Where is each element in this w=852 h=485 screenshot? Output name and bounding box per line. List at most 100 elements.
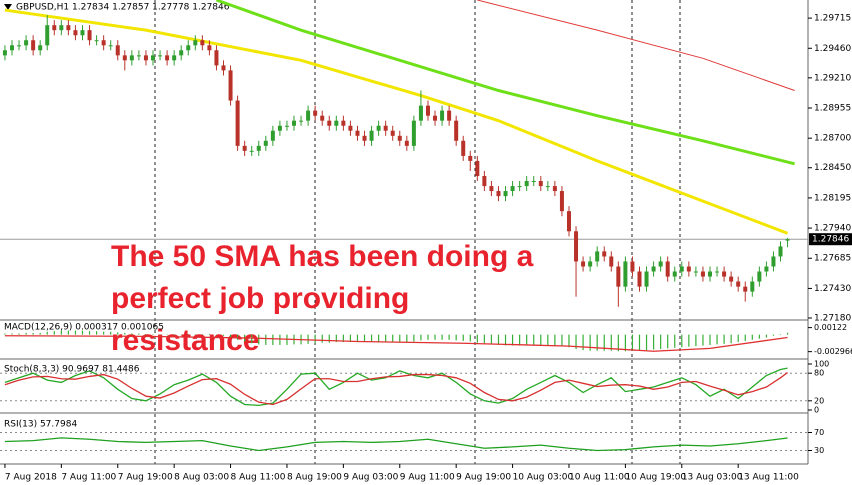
histogram-bar: [483, 334, 485, 344]
candle-body: [729, 276, 734, 282]
histogram-bar: [187, 334, 189, 335]
histogram-bar: [378, 334, 380, 343]
histogram-bar: [547, 334, 549, 346]
indicator-line: [4, 437, 788, 452]
histogram-bar: [631, 334, 634, 351]
y-tick-label: 20: [814, 396, 824, 405]
histogram-bar: [540, 334, 542, 346]
candle-body: [129, 55, 134, 61]
histogram-bar: [11, 333, 13, 335]
histogram-bar: [490, 334, 493, 345]
menu-arrow[interactable]: [4, 4, 12, 10]
histogram-bar: [349, 334, 352, 343]
annotation: The 50 SMA has been doing a: [111, 240, 534, 273]
candle-body: [2, 50, 7, 56]
histogram-bar: [356, 334, 359, 343]
candle-body: [45, 25, 50, 46]
candle-body: [9, 45, 14, 51]
histogram-bar: [427, 334, 429, 340]
candle-body: [214, 50, 219, 66]
candle-body: [743, 286, 748, 292]
candle-body: [186, 45, 191, 51]
candle-body: [263, 140, 268, 146]
histogram-bar: [434, 334, 436, 340]
moving-average: [4, 8, 789, 235]
histogram-bar: [60, 330, 62, 335]
candle-body: [158, 55, 163, 57]
histogram-bar: [103, 331, 105, 335]
x-tick-label: 9 Aug 11:00: [400, 473, 455, 483]
candle-body: [750, 281, 755, 292]
x-tick-label: 9 Aug 03:00: [343, 473, 398, 483]
y-tick-label: 100: [814, 360, 829, 369]
histogram-bar: [645, 334, 648, 351]
candle-body: [115, 45, 120, 56]
histogram-bar: [617, 334, 619, 352]
candle-body: [559, 191, 564, 212]
histogram-bar: [342, 334, 344, 343]
candle-body: [31, 40, 36, 51]
indicator-line: [4, 372, 788, 406]
candle-body: [270, 130, 275, 141]
histogram-bar: [81, 330, 84, 335]
histogram-bar: [307, 334, 309, 344]
y-tick-label: 80: [814, 369, 824, 378]
histogram-bar: [370, 334, 373, 343]
histogram-bar: [709, 334, 711, 345]
histogram-bar: [88, 331, 91, 335]
y-tick-label: 0.00122: [814, 323, 847, 332]
histogram-bar: [681, 334, 683, 348]
candle-body: [143, 55, 148, 61]
candle-body: [101, 40, 106, 46]
histogram-bar: [25, 332, 27, 335]
candle-body: [475, 160, 480, 177]
candle-body: [200, 40, 205, 46]
histogram-bar: [779, 334, 782, 335]
histogram-bar: [385, 334, 387, 343]
histogram-bar: [624, 334, 626, 352]
histogram-bar: [406, 334, 408, 343]
histogram-bar: [610, 334, 612, 351]
x-tick-label: 7 Aug 19:00: [118, 473, 173, 483]
histogram-bar: [251, 334, 253, 344]
candle-body: [404, 140, 409, 146]
histogram-bar: [74, 330, 77, 335]
candle-body: [785, 239, 790, 241]
x-tick-label: 13 Aug 11:00: [738, 473, 799, 483]
x-tick-label: 9 Aug 19:00: [456, 473, 511, 483]
candle-body: [179, 50, 184, 56]
panel-title: RSI(13) 57.7984: [4, 420, 77, 430]
y-tick-label: 1.28700: [814, 134, 851, 144]
moving-average: [215, 0, 795, 166]
candle-body: [341, 120, 346, 126]
candle-body: [630, 261, 635, 272]
candle-body: [376, 125, 381, 131]
x-tick-label: 8 Aug 11:00: [231, 473, 286, 483]
candle-body: [531, 180, 536, 182]
candle-body: [17, 45, 22, 47]
histogram-bar: [131, 333, 133, 335]
candle-body: [108, 45, 113, 47]
candle-body: [411, 120, 416, 146]
histogram-bar: [208, 334, 211, 335]
histogram-bar: [229, 334, 232, 338]
candle-body: [686, 266, 691, 272]
candle-body: [595, 251, 600, 262]
candle-body: [447, 110, 452, 121]
histogram-bar: [730, 334, 732, 344]
histogram-bar: [194, 334, 196, 335]
candle-body: [87, 30, 92, 41]
histogram-bar: [258, 334, 260, 345]
histogram-bar: [582, 334, 584, 351]
candle-body: [644, 271, 649, 287]
histogram-bar: [723, 334, 725, 344]
candle-body: [66, 25, 71, 31]
histogram-bar: [272, 334, 274, 345]
histogram-bar: [533, 334, 535, 346]
histogram-bar: [222, 334, 225, 336]
histogram-bar: [772, 334, 775, 336]
x-tick-label: 8 Aug 19:00: [287, 473, 342, 483]
histogram-bar: [561, 334, 563, 347]
